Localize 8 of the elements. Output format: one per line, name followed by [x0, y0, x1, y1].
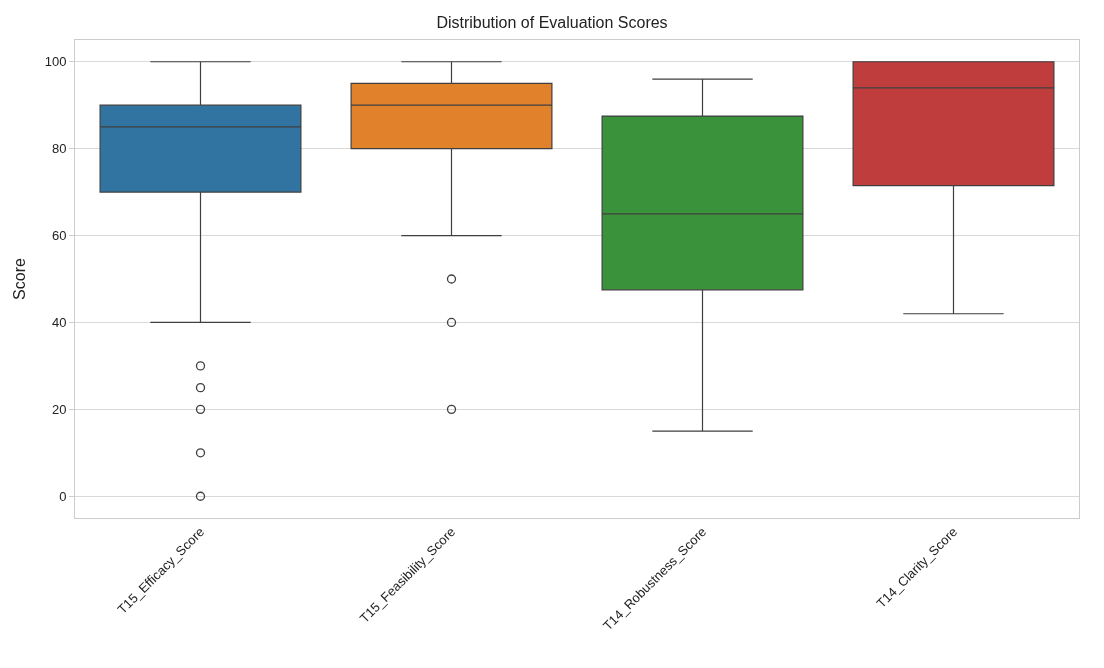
y-tick-label: 60: [51, 228, 67, 244]
y-tick-label: 100: [44, 54, 67, 70]
y-tick-label: 40: [51, 315, 67, 330]
chart-title: Distribution of Evaluation Scores: [436, 13, 668, 31]
y-tick-label: 20: [51, 401, 67, 417]
y-tick-label: 80: [51, 141, 67, 157]
y-tick-label: 0: [59, 488, 67, 504]
y-axis-title: Score: [10, 258, 28, 300]
